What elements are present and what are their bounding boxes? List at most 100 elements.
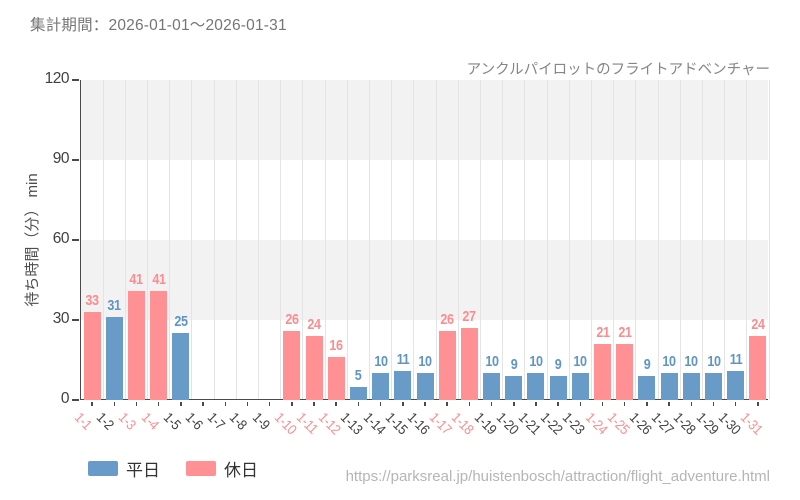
gridline bbox=[191, 80, 193, 399]
bar-value-label-1-3: 41 bbox=[129, 270, 144, 288]
bar-1-15 bbox=[394, 370, 412, 400]
bar-value-label-1-29: 10 bbox=[706, 353, 721, 371]
legend-item-holiday: 休日 bbox=[186, 456, 258, 481]
x-axis-tick bbox=[313, 402, 315, 406]
bar-1-21 bbox=[527, 373, 545, 400]
gridline bbox=[657, 80, 659, 399]
x-tick-label-text: 1-7 bbox=[204, 409, 229, 433]
bar-value-label-1-4: 41 bbox=[152, 270, 166, 288]
bar-1-19 bbox=[483, 373, 501, 400]
bar-value-label-1-14: 10 bbox=[374, 353, 388, 371]
bar-value-label-1-28: 10 bbox=[684, 353, 699, 371]
x-tick-label-text: 1-3 bbox=[116, 409, 140, 433]
x-axis-tick bbox=[690, 402, 693, 406]
y-tick-label: 60 bbox=[52, 230, 70, 247]
x-axis-tick bbox=[490, 402, 493, 406]
x-axis-tick bbox=[379, 402, 382, 406]
y-tick-label: 30 bbox=[52, 310, 70, 327]
bar-value-label-1-31: 24 bbox=[751, 316, 765, 333]
y-tick-label: 120 bbox=[44, 70, 70, 87]
bar-value-label-1-18: 27 bbox=[462, 308, 477, 325]
gridline bbox=[768, 80, 770, 399]
bar-1-18 bbox=[460, 328, 478, 400]
bar-value-label-1-13: 5 bbox=[355, 366, 362, 384]
bar-1-11 bbox=[305, 336, 323, 400]
y-axis-tick bbox=[72, 239, 79, 241]
gridline bbox=[346, 80, 348, 399]
gridline bbox=[369, 80, 371, 399]
y-axis-tick bbox=[72, 79, 79, 81]
x-tick-label-text: 1-19 bbox=[471, 409, 500, 438]
gridline bbox=[147, 80, 149, 399]
x-tick-label-text: 1-28 bbox=[670, 409, 700, 438]
legend-label-weekday: 平日 bbox=[126, 461, 160, 480]
aggregation-period-label: 集計期間：2026-01-01〜2026-01-31 bbox=[30, 17, 287, 34]
bar-value-label-1-16: 10 bbox=[418, 353, 432, 371]
y-tick-label: 0 bbox=[60, 390, 70, 407]
bar-1-5 bbox=[172, 333, 190, 400]
bar-value-label-1-24: 21 bbox=[595, 324, 610, 341]
y-axis-tick bbox=[72, 319, 79, 321]
x-axis-tick bbox=[646, 402, 648, 406]
x-axis-tick bbox=[113, 402, 116, 406]
bar-value-label-1-27: 10 bbox=[662, 353, 677, 371]
x-axis-tick bbox=[535, 402, 537, 406]
x-axis-tick bbox=[734, 402, 737, 406]
x-tick-label-text: 1-14 bbox=[360, 409, 389, 438]
x-axis-tick bbox=[424, 402, 426, 406]
bar-1-26 bbox=[638, 376, 656, 400]
bar-value-label-1-23: 10 bbox=[573, 353, 588, 371]
gridline bbox=[213, 80, 215, 399]
gridline bbox=[724, 80, 726, 399]
weekday-color-swatch bbox=[88, 461, 118, 476]
bar-1-13 bbox=[349, 386, 367, 400]
bar-1-30 bbox=[727, 370, 745, 400]
legend: 平日 休日 bbox=[88, 456, 258, 481]
bar-value-label-1-10: 26 bbox=[285, 310, 299, 328]
x-tick-label-text: 1-18 bbox=[449, 409, 478, 438]
bar-1-4 bbox=[150, 290, 168, 400]
x-axis-tick bbox=[157, 402, 160, 406]
gridline bbox=[502, 80, 504, 399]
x-axis-tick bbox=[468, 402, 471, 406]
bar-value-label-1-26: 9 bbox=[643, 356, 651, 373]
gridline bbox=[102, 80, 104, 399]
gridline bbox=[124, 80, 126, 399]
bar-1-1 bbox=[83, 312, 101, 400]
bar-1-23 bbox=[571, 373, 589, 400]
x-axis-tick bbox=[180, 402, 182, 406]
gridline bbox=[479, 80, 481, 399]
bar-1-27 bbox=[660, 373, 678, 400]
bar-value-label-1-20: 9 bbox=[510, 356, 518, 373]
bar-value-label-1-12: 16 bbox=[329, 337, 344, 355]
x-axis-tick bbox=[623, 402, 626, 406]
x-tick-label-text: 1-13 bbox=[338, 409, 367, 438]
gridline bbox=[413, 80, 415, 399]
x-tick-label-text: 1-23 bbox=[560, 409, 589, 438]
bar-1-25 bbox=[616, 344, 634, 400]
x-tick-label-text: 1-30 bbox=[715, 409, 744, 438]
x-tick-label-text: 1-4 bbox=[138, 409, 162, 433]
bar-1-10 bbox=[283, 330, 301, 400]
gridline bbox=[324, 80, 326, 399]
band-stripe bbox=[81, 80, 768, 160]
bar-value-label-1-11: 24 bbox=[307, 316, 321, 333]
x-tick-label-text: 1-1 bbox=[71, 409, 96, 433]
bar-1-17 bbox=[438, 330, 456, 400]
x-tick-label-text: 1-8 bbox=[227, 409, 251, 433]
x-axis-tick bbox=[135, 402, 138, 406]
bar-1-28 bbox=[682, 373, 700, 400]
gridline bbox=[235, 80, 237, 399]
bar-1-20 bbox=[505, 376, 523, 400]
bar-1-29 bbox=[705, 373, 723, 400]
gridline bbox=[169, 80, 171, 399]
bar-1-14 bbox=[372, 373, 390, 400]
x-tick-label-text: 1-5 bbox=[160, 409, 185, 433]
x-tick-label-text: 1-24 bbox=[582, 409, 611, 438]
x-axis-tick bbox=[91, 402, 93, 406]
gridline bbox=[613, 80, 615, 399]
gridline bbox=[524, 80, 526, 399]
x-tick-label-text: 1-31 bbox=[737, 409, 766, 438]
gridline bbox=[701, 80, 703, 399]
gridline bbox=[391, 80, 393, 399]
